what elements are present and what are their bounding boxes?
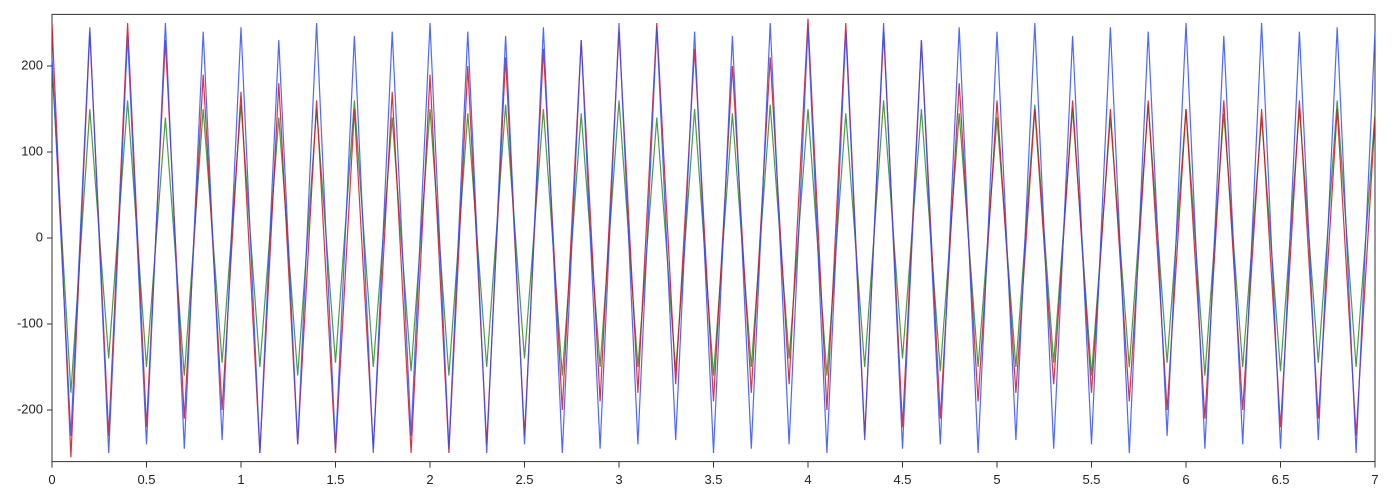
x-tick-label: 1.5 (326, 472, 344, 487)
x-tick-label: 3 (615, 472, 622, 487)
y-tick-label: 0 (36, 229, 43, 244)
x-tick-label: 7 (1371, 472, 1378, 487)
x-tick-label: 1 (237, 472, 244, 487)
x-tick-label: 4 (804, 472, 811, 487)
y-tick-label: -100 (17, 315, 43, 330)
x-tick-label: 2.5 (515, 472, 533, 487)
x-tick-label: 2 (426, 472, 433, 487)
x-tick-label: 6.5 (1271, 472, 1289, 487)
x-tick-label: 6 (1182, 472, 1189, 487)
x-tick-label: 5 (993, 472, 1000, 487)
series-line (51, 18, 1376, 458)
series-line (51, 22, 1376, 454)
x-tick-label: 3.5 (704, 472, 722, 487)
y-tick-label: -200 (17, 401, 43, 416)
y-tick-label: 100 (21, 143, 43, 158)
x-tick-label: 0 (48, 472, 55, 487)
x-tick-label: 5.5 (1082, 472, 1100, 487)
y-tick-label: 200 (21, 57, 43, 72)
x-tick-label: 0.5 (137, 472, 155, 487)
x-tick-label: 4.5 (893, 472, 911, 487)
